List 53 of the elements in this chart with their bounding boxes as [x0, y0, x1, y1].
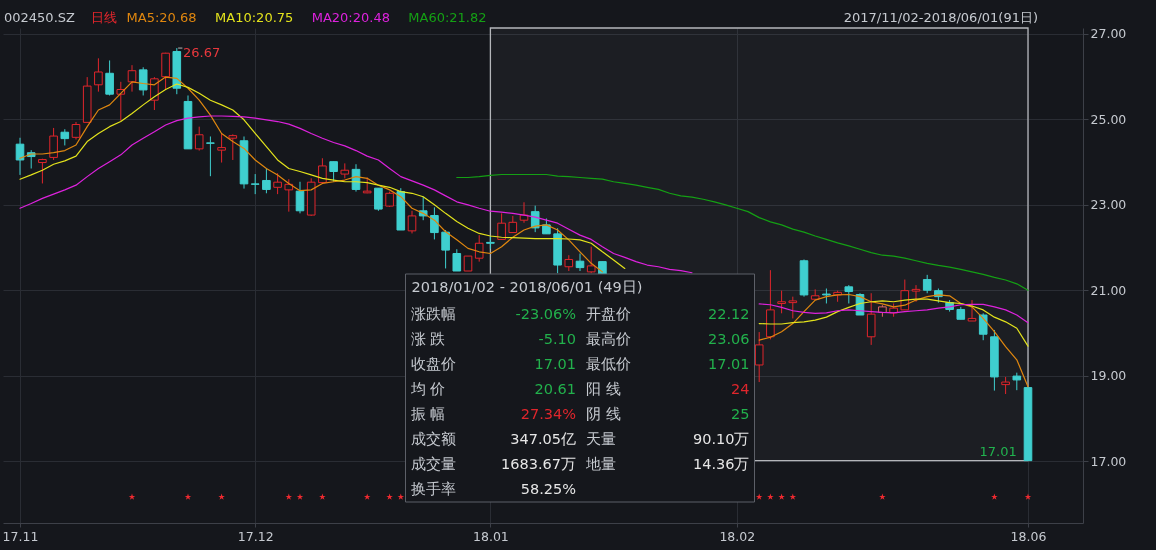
candlestick	[38, 158, 47, 184]
category-label: 涨 跌	[410, 330, 446, 347]
y-tick-label: 25.00	[1090, 111, 1127, 127]
candlestick	[161, 52, 170, 90]
candlestick	[138, 66, 148, 96]
category-label: 收盘价	[410, 355, 456, 372]
y-tick-label: 21.00	[1090, 282, 1127, 298]
category-label: 涨跌幅	[410, 305, 456, 322]
candlestick	[273, 172, 282, 195]
y-tick-label: 27.00	[1090, 26, 1127, 42]
x-tick-label: 18.02	[719, 528, 756, 544]
text: 58.25%	[520, 480, 576, 497]
candlestick	[250, 173, 260, 195]
x-tick-label: 17.11	[2, 528, 39, 544]
category-label: 振 幅	[410, 405, 446, 422]
candlestick	[474, 234, 484, 263]
candlestick	[94, 57, 103, 93]
candlestick	[15, 137, 25, 176]
y-tick-label: 19.00	[1090, 368, 1127, 384]
category-label: 成交额	[410, 430, 456, 447]
candlestick	[127, 64, 137, 93]
text: MA20:20.48	[311, 10, 390, 25]
candlestick	[430, 206, 439, 240]
annotation: 26.67	[182, 45, 221, 61]
category-label: 均 价	[409, 380, 446, 397]
candlestick	[318, 157, 327, 184]
candlestick	[284, 178, 294, 213]
x-tick-label: 18.06	[1010, 528, 1047, 544]
y-tick-label: 17.00	[1090, 453, 1127, 469]
category-label: 成交量	[410, 455, 456, 472]
text: MA10:20.75	[215, 10, 294, 25]
candlestick	[105, 59, 114, 96]
candlestick	[228, 133, 238, 161]
candlestick	[194, 126, 204, 152]
category-label: 换手率	[410, 480, 456, 497]
x-tick-label: 18.01	[473, 528, 509, 544]
candlestick	[116, 81, 126, 122]
candlestick	[295, 181, 305, 214]
candlestick	[407, 210, 417, 234]
candlestick	[217, 132, 226, 164]
candlestick	[206, 135, 215, 177]
y-tick-label: 23.00	[1090, 197, 1127, 213]
candlestick	[262, 168, 271, 194]
x-tick-label: 17.12	[237, 528, 274, 544]
chart-subtitle: 2017/11/02-2018/06/01(91日)	[843, 10, 1038, 25]
legend-title: 日线	[90, 10, 117, 25]
text: MA60:21.82	[408, 10, 487, 25]
candlestick	[452, 248, 462, 272]
chart-title: 002450.SZ	[4, 10, 76, 25]
candlestick	[374, 187, 383, 212]
text: MA5:20.68	[126, 10, 197, 25]
candlestick	[441, 229, 450, 269]
candlestick	[49, 127, 58, 161]
